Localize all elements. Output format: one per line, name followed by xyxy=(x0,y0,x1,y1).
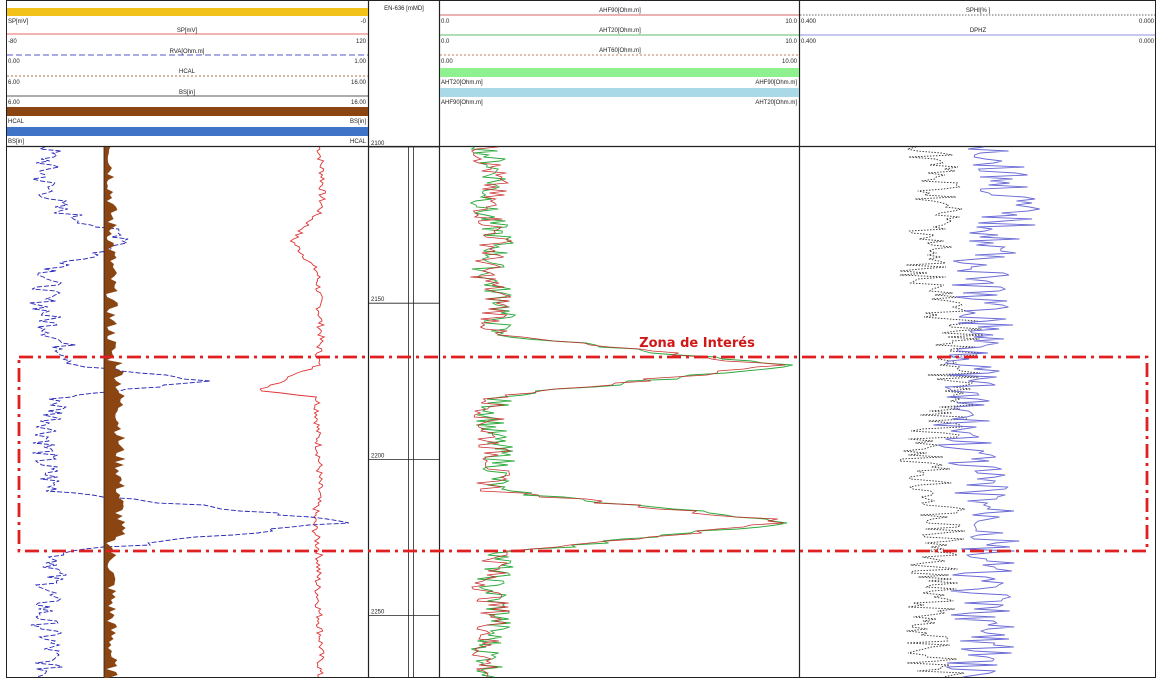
t3-fill1-right: AHF90[Ohm.m] xyxy=(755,80,797,86)
sp-label: SP[mV] xyxy=(177,28,198,34)
dphz-right: 0.000 xyxy=(1139,39,1155,45)
fill2-right: HCAL xyxy=(350,139,367,145)
aht60-right: 10.00 xyxy=(782,59,798,65)
t3-fill2-left: AHF90[Ohm.m] xyxy=(441,100,483,106)
fill2-left: BS[in] xyxy=(8,139,24,145)
bs-left: 6.00 xyxy=(8,100,20,106)
bs-hcal-fill-swatch xyxy=(7,127,368,136)
sp-left: -80 xyxy=(8,39,17,45)
rva-right: 1.00 xyxy=(354,59,366,65)
hcal-bs-fill-swatch xyxy=(7,107,368,116)
aht60-label: AHT60[Ohm.m] xyxy=(599,48,641,54)
chart-frame xyxy=(6,0,1156,678)
sp-header-bar xyxy=(7,8,368,16)
t3-fill2-right: AHT20[Ohm.m] xyxy=(755,100,797,106)
sphi-left: 0.400 xyxy=(801,19,817,25)
ahf90-right: 10.0 xyxy=(785,19,797,25)
depth-track-title: EN-636 [mMD] xyxy=(384,6,424,12)
sp-top-label: SP[mV] xyxy=(8,19,29,25)
rva-curve xyxy=(29,146,349,678)
rva-label: RVA[Ohm.m] xyxy=(170,49,205,55)
bs-label: BS[in] xyxy=(179,90,195,96)
aht20-label: AHT20[Ohm.m] xyxy=(599,28,641,34)
rva-left: 0.00 xyxy=(8,59,20,65)
t3-fill1-left: AHT20[Ohm.m] xyxy=(441,80,483,86)
depth-tick-label: 2150 xyxy=(371,297,385,303)
fill1-left: HCAL xyxy=(8,119,25,125)
sphi-label: SPHI[% ] xyxy=(966,8,991,14)
aht60-left: 0.00 xyxy=(441,59,453,65)
hcal-fill-curve xyxy=(104,147,126,678)
ahf90-left: 0.0 xyxy=(441,19,450,25)
dphz-label: DPHZ xyxy=(970,28,987,34)
aht20-curve xyxy=(469,146,793,678)
sphi-right: 0.000 xyxy=(1139,19,1155,25)
curves xyxy=(29,146,1040,678)
aht20-left: 0.0 xyxy=(441,39,450,45)
sp-right: 120 xyxy=(356,39,367,45)
aht20-fill-swatch xyxy=(440,68,799,77)
dphz-curve xyxy=(933,146,1040,678)
ahf90-curve xyxy=(470,146,786,678)
depth-tick-label: 2200 xyxy=(371,453,385,459)
aht20-right: 10.0 xyxy=(785,39,797,45)
depth-tick-label: 2100 xyxy=(371,141,385,147)
sphi-curve xyxy=(898,146,984,678)
zone-of-interest-box xyxy=(17,355,1149,553)
ahf90-fill-swatch xyxy=(440,88,799,97)
sp-top-right: -0 xyxy=(361,19,367,25)
fill1-right: BS[in] xyxy=(350,119,366,125)
zone-annotation: Zona de Interés xyxy=(639,336,755,351)
depth-ticks: 2100 2150 2200 2250 xyxy=(369,141,439,616)
bs-right: 16.00 xyxy=(351,100,367,106)
hcal-left: 6.00 xyxy=(8,80,20,86)
hcal-label: HCAL xyxy=(179,69,196,75)
sp-curve xyxy=(259,146,327,678)
dphz-left: 0.400 xyxy=(801,39,817,45)
ahf90-label: AHF90[Ohm.m] xyxy=(599,8,641,14)
depth-tick-label: 2250 xyxy=(371,610,385,616)
hcal-right: 16.00 xyxy=(351,80,367,86)
